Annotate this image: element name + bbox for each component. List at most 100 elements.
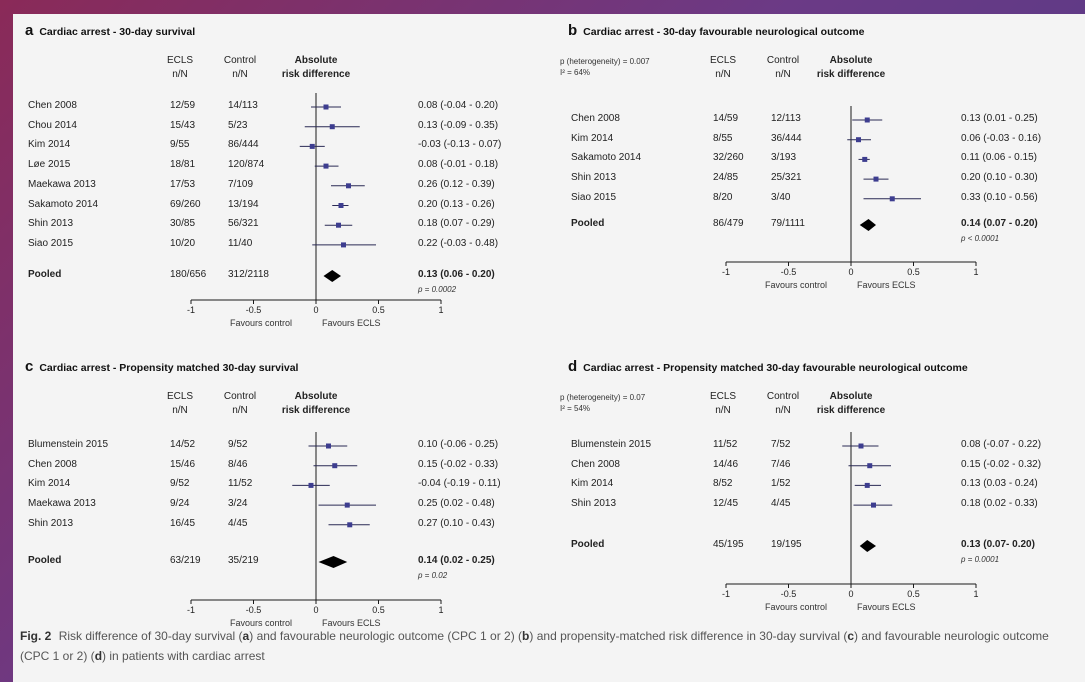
favours-ecls-label: Favours ECLS <box>322 618 381 628</box>
study-name: Sakamoto 2014 <box>571 152 642 164</box>
column-header-control: Control n/N <box>766 391 800 416</box>
forest-plot-b: b Cardiac arrest - 30-day favourable neur… <box>568 22 1085 352</box>
column-header-effect: Absolute risk difference <box>281 391 351 416</box>
x-tick-label: -1 <box>721 589 731 599</box>
x-tick-label: 0.5 <box>372 305 385 315</box>
pooled-control-count: 79/1111 <box>771 218 805 229</box>
pooled-diamond <box>318 556 348 568</box>
pooled-label: Pooled <box>28 269 62 280</box>
forest-svg <box>725 432 977 588</box>
ecls-count: 8/55 <box>713 132 733 144</box>
ecls-count: 15/46 <box>170 458 196 470</box>
caption-text-6: ) and favourable neurologic outcome (CPC… <box>20 629 1049 663</box>
study-name: Blumenstein 2015 <box>571 439 652 450</box>
panel-letter: d <box>568 358 578 375</box>
control-count: 11/52 <box>228 478 253 490</box>
effect-ci: 0.20 (0.13 - 0.26) <box>418 198 495 210</box>
effect-ci: -0.04 (-0.19 - 0.11) <box>418 478 501 490</box>
caption-text-8: ) in patients with cardiac arrest <box>102 649 265 663</box>
column-header-effect: Absolute risk difference <box>281 55 351 80</box>
study-name: Chen 2008 <box>28 100 77 111</box>
pooled-p-value: p < 0.0001 <box>961 234 1000 243</box>
pooled-diamond <box>859 540 876 552</box>
control-count: 36/444 <box>771 132 802 144</box>
control-count: 14/113 <box>228 100 258 111</box>
panel-title: d Cardiac arrest - Propensity matched 30-… <box>568 358 968 375</box>
control-count: 120/874 <box>228 159 265 171</box>
control-count: 4/45 <box>771 498 791 510</box>
caption-ref-d: d <box>94 649 103 663</box>
x-tick-label: -0.5 <box>245 305 262 315</box>
ecls-count: 9/52 <box>170 478 190 490</box>
x-tick-label: 0.5 <box>907 589 920 599</box>
ecls-count: 12/45 <box>713 498 739 510</box>
x-tick-label: 1 <box>438 605 444 615</box>
ecls-count: 9/24 <box>170 498 190 510</box>
pooled-effect-ci: 0.14 (0.07 - 0.20) <box>961 218 1038 229</box>
caption-text-0: Risk difference of 30-day survival ( <box>58 629 243 643</box>
pooled-ecls-count: 45/195 <box>713 539 744 550</box>
ecls-count: 14/59 <box>713 113 739 124</box>
x-tick-label: 0 <box>313 305 319 315</box>
forest-svg <box>725 106 977 266</box>
control-count: 13/194 <box>228 198 259 210</box>
effect-ci: 0.18 (0.02 - 0.33) <box>961 498 1038 510</box>
ecls-count: 8/20 <box>713 191 733 203</box>
figure-frame: a Cardiac arrest - 30-day survival ECLS n/… <box>13 14 1085 682</box>
favours-control-label: Favours control <box>230 318 293 328</box>
x-tick-label: -1 <box>186 305 196 315</box>
pooled-control-count: 312/2118 <box>228 269 269 280</box>
effect-ci: 0.13 (0.01 - 0.25) <box>961 113 1038 124</box>
ecls-count: 30/85 <box>170 218 196 230</box>
effect-ci: 0.25 (0.02 - 0.48) <box>418 498 495 510</box>
pooled-p-value: p = 0.0001 <box>961 555 1000 564</box>
panel-title: b Cardiac arrest - 30-day favourable neur… <box>568 22 864 39</box>
panel-letter: a <box>25 22 34 39</box>
point-estimate <box>871 502 876 508</box>
study-name: Siao 2015 <box>28 237 74 249</box>
pooled-p-value: p = 0.02 <box>418 571 448 580</box>
column-header-effect: Absolute risk difference <box>816 55 886 80</box>
point-estimate <box>346 183 351 189</box>
ecls-count: 14/52 <box>170 439 196 450</box>
ecls-count: 16/45 <box>170 517 196 529</box>
point-estimate <box>338 203 344 208</box>
x-tick-label: -0.5 <box>780 589 797 599</box>
x-tick-label: -1 <box>721 267 731 277</box>
caption-text-4: ) and propensity-matched risk difference… <box>529 629 848 643</box>
figure-caption: Fig. 2 Risk difference of 30-day surviva… <box>20 626 1070 666</box>
effect-ci: 0.33 (0.10 - 0.56) <box>961 191 1038 203</box>
heterogeneity-stats: p (heterogeneity) = 0.07 I² = 54% <box>560 393 646 413</box>
ecls-count: 9/55 <box>170 139 190 151</box>
favours-control-label: Favours control <box>765 280 828 290</box>
control-count: 3/193 <box>771 152 797 164</box>
effect-ci: -0.03 (-0.13 - 0.07) <box>418 139 502 151</box>
forest-plot-a: a Cardiac arrest - 30-day survival ECLS n/… <box>25 22 650 352</box>
column-header-control: Control n/N <box>766 55 800 80</box>
pooled-p-value: p = 0.0002 <box>418 285 457 294</box>
study-name: Maekawa 2013 <box>28 498 96 510</box>
favours-ecls-label: Favours ECLS <box>857 280 916 290</box>
study-name: Kim 2014 <box>28 139 71 151</box>
column-header-control: Control n/N <box>223 391 257 416</box>
study-name: Løe 2015 <box>28 159 71 171</box>
column-header-effect: Absolute risk difference <box>816 391 886 416</box>
pooled-ecls-count: 86/479 <box>713 218 744 229</box>
effect-ci: 0.08 (-0.01 - 0.18) <box>418 159 499 171</box>
forest-svg <box>190 432 442 604</box>
ecls-count: 15/43 <box>170 119 196 131</box>
study-name: Kim 2014 <box>571 478 614 490</box>
study-name: Shin 2013 <box>28 218 74 230</box>
point-estimate <box>889 196 895 202</box>
study-name: Shin 2013 <box>571 498 617 510</box>
point-estimate <box>344 502 350 508</box>
control-count: 3/40 <box>771 191 791 203</box>
control-count: 86/444 <box>228 139 259 151</box>
x-tick-label: 1 <box>973 267 979 277</box>
study-name: Kim 2014 <box>28 478 71 490</box>
ecls-count: 24/85 <box>713 172 739 184</box>
control-count: 5/23 <box>228 119 248 131</box>
panel-title: c Cardiac arrest - Propensity matched 30-… <box>25 358 298 375</box>
control-count: 1/52 <box>771 478 791 490</box>
study-name: Sakamoto 2014 <box>28 198 99 210</box>
